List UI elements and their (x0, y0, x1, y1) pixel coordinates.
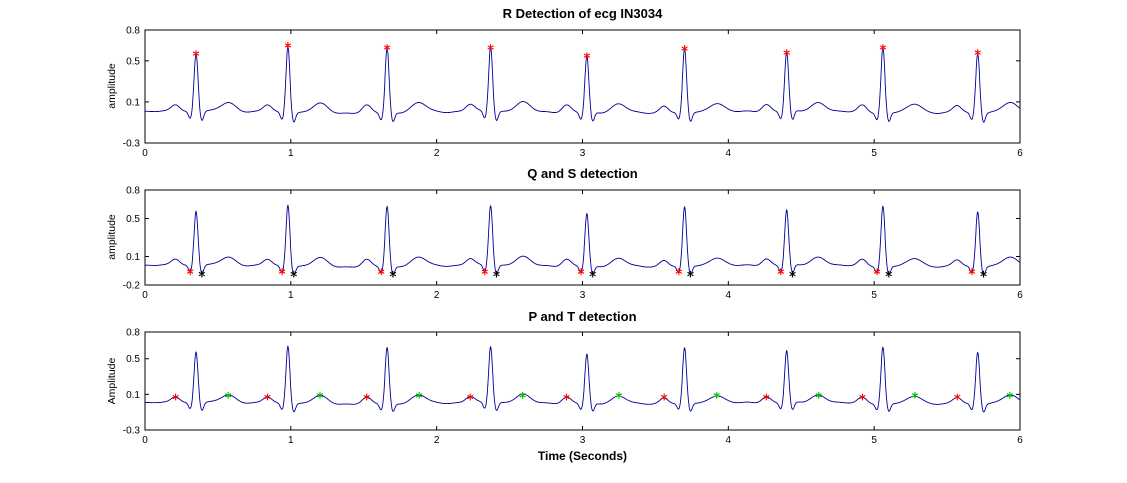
tick-label: 5 (871, 290, 877, 301)
tick-label: -0.2 (123, 281, 141, 292)
ecg-trace (144, 204, 1021, 276)
subplot1-title: R Detection of ecg IN3034 (502, 6, 663, 21)
tick-label: 6 (1017, 148, 1023, 159)
tick-label: 6 (1017, 290, 1023, 301)
tick-label: 3 (580, 290, 586, 301)
tick-label: 1 (288, 290, 294, 301)
xaxis-label: Time (Seconds) (537, 449, 628, 463)
t-waves-markers (224, 391, 1013, 399)
tick-label: 2 (434, 435, 440, 446)
tick-label: 5 (871, 435, 877, 446)
tick-label: 0.8 (126, 186, 140, 197)
axes-box (144, 29, 1021, 144)
ecg-trace (145, 45, 1021, 123)
tick-label: -0.3 (123, 426, 141, 437)
r-detection-plot: 0 1 2 3 4 5 6 0.8 0.5 0.1 -0.3 (123, 26, 1023, 159)
tick-label: 0.1 (126, 390, 140, 401)
tick-label: 0 (142, 290, 148, 301)
subplot3-title: P and T detection (528, 309, 637, 324)
q-points-markers (187, 268, 976, 276)
subplot2-title: Q and S detection (527, 166, 638, 181)
tick-label: 6 (1017, 435, 1023, 446)
axes-box (144, 331, 1021, 431)
tick-label: 0 (142, 148, 148, 159)
tick-label: 0.8 (126, 328, 140, 339)
tick-label: 1 (288, 435, 294, 446)
tick-label: 4 (726, 290, 732, 301)
tick-label: 0 (142, 435, 148, 446)
tick-label: 0.1 (126, 97, 140, 108)
tick-label: 3 (580, 435, 586, 446)
tick-label: 2 (434, 148, 440, 159)
tick-label: 0.5 (126, 214, 140, 225)
tick-label: 0.1 (126, 252, 140, 263)
p-t-detection-plot: 0 1 2 3 4 5 6 0.8 0.5 0.1 -0.3 (123, 328, 1023, 446)
tick-label: 5 (871, 148, 877, 159)
ecg-trace (145, 345, 1021, 413)
tick-label: 4 (726, 148, 732, 159)
tick-label: 1 (288, 148, 294, 159)
tick-label: -0.3 (123, 139, 141, 150)
q-s-detection-plot: 0 1 2 3 4 5 6 0.8 0.5 0.1 -0.2 (123, 186, 1023, 301)
tick-label: 4 (726, 435, 732, 446)
tick-label: 0.8 (126, 26, 140, 37)
tick-label: 2 (434, 290, 440, 301)
tick-label: 3 (580, 148, 586, 159)
p-waves-markers (172, 393, 961, 401)
tick-label: 0.5 (126, 56, 140, 67)
tick-label: 0.5 (126, 354, 140, 365)
s-points-markers (198, 270, 987, 278)
r-peaks-markers (192, 42, 981, 60)
